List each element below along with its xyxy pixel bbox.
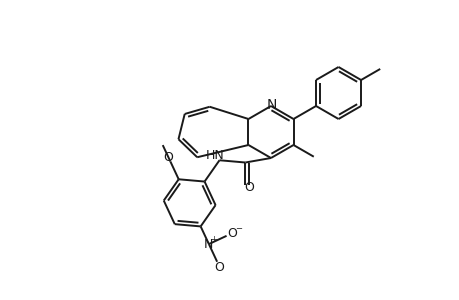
Text: −: −: [235, 224, 242, 233]
Text: +: +: [210, 235, 217, 244]
Text: N: N: [204, 238, 213, 250]
Text: O: O: [244, 181, 254, 194]
Text: O: O: [227, 227, 236, 240]
Text: N: N: [266, 98, 277, 112]
Text: HN: HN: [206, 149, 224, 162]
Text: O: O: [162, 152, 173, 164]
Text: O: O: [214, 261, 224, 274]
